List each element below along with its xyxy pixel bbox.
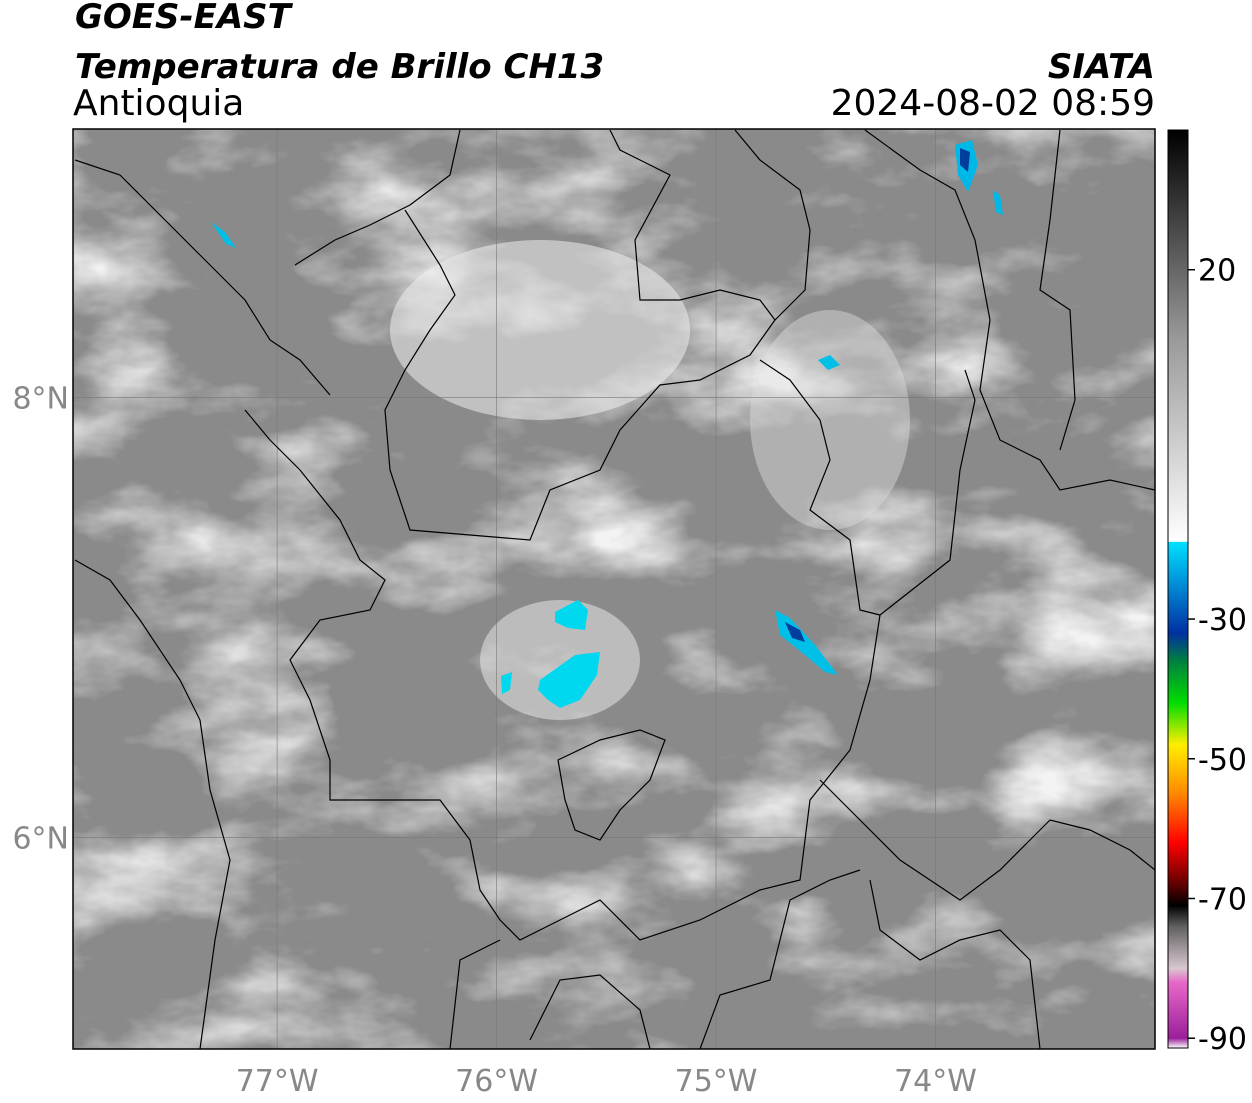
colorbar-tick-label: -50 xyxy=(1198,743,1247,778)
department-border xyxy=(384,129,776,541)
cold-cloud xyxy=(555,600,588,630)
source: SIATA xyxy=(1048,47,1155,87)
cold-cloud xyxy=(211,222,236,248)
x-tick-label: 75°W xyxy=(675,1064,758,1099)
colorbar-tick-label: -30 xyxy=(1198,603,1247,638)
x-tick-label: 76°W xyxy=(455,1064,538,1099)
department-border xyxy=(244,369,976,941)
region: Antioquia xyxy=(73,83,244,124)
department-border xyxy=(759,359,881,616)
y-tick-label: 6°N xyxy=(12,822,69,857)
colorbar-tick-label: -90 xyxy=(1198,1022,1247,1057)
colorbar-tick-label: -70 xyxy=(1198,882,1247,917)
coastline xyxy=(74,559,231,1049)
cloud xyxy=(390,240,690,420)
department-border xyxy=(1039,129,1076,451)
map-frame xyxy=(72,128,1156,1050)
x-tick-label: 77°W xyxy=(236,1064,319,1099)
x-tick-label: 74°W xyxy=(894,1064,977,1099)
cold-cloud xyxy=(818,355,840,370)
cold-cloud xyxy=(501,672,512,694)
department-border xyxy=(734,129,811,321)
coastline xyxy=(74,159,331,396)
cold-core xyxy=(960,148,970,172)
cold-core xyxy=(785,622,805,642)
coastline xyxy=(294,129,461,266)
department-border xyxy=(869,879,1041,1049)
cloud xyxy=(750,310,910,530)
title: GOES-EAST xyxy=(75,0,294,37)
cold-cloud xyxy=(993,190,1003,215)
department-border xyxy=(864,129,1155,491)
cloud xyxy=(480,600,640,720)
cold-cloud xyxy=(538,652,600,708)
department-border xyxy=(819,779,1155,901)
subtitle: Temperatura de Brillo CH13 xyxy=(75,47,604,87)
department-border xyxy=(699,869,861,1049)
map-area xyxy=(73,129,1155,1049)
y-tick-label: 8°N xyxy=(12,382,69,417)
department-border xyxy=(449,939,651,1049)
timestamp: 2024-08-02 08:59 xyxy=(831,83,1155,124)
colorbar-tick-label: 20 xyxy=(1198,254,1236,289)
colorbar xyxy=(1167,129,1189,1049)
municipal-border xyxy=(557,729,666,841)
